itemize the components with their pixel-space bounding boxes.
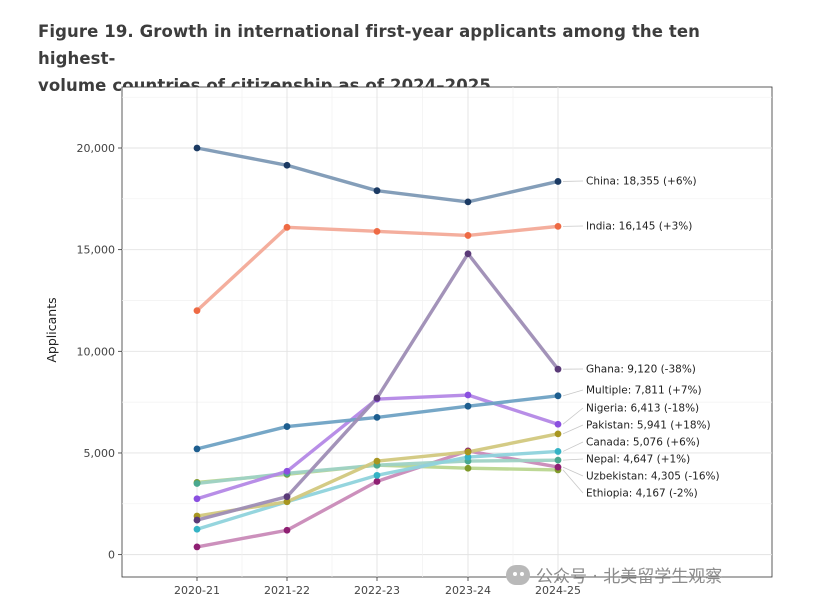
- y-tick-label: 10,000: [77, 345, 116, 358]
- series-label-china: China: 18,355 (+6%): [586, 176, 697, 188]
- series-label-multiple: Multiple: 7,811 (+7%): [586, 385, 702, 397]
- series-label-pakistan: Pakistan: 5,941 (+18%): [586, 420, 711, 432]
- data-point-india: [464, 232, 472, 239]
- x-tick-label: 2023-24: [445, 584, 491, 597]
- series-label-nepal: Nepal: 4,647 (+1%): [586, 454, 690, 466]
- y-axis-label: Applicants: [44, 297, 59, 362]
- data-point-multiple: [554, 392, 562, 400]
- data-point-china: [373, 187, 381, 195]
- data-point-ghana: [193, 516, 201, 524]
- data-point-canada: [193, 525, 201, 533]
- data-point-ethiopia: [464, 464, 472, 472]
- data-point-china: [283, 161, 291, 169]
- data-point-india: [283, 223, 291, 231]
- data-point-nigeria: [554, 420, 562, 428]
- label-leader-line: [562, 469, 584, 494]
- watermark: 公众号 · 北美留学生观察: [506, 562, 722, 587]
- data-point-nigeria: [193, 495, 201, 503]
- data-point-multiple: [464, 402, 472, 410]
- series-label-india: India: 16,145 (+3%): [586, 221, 692, 233]
- data-point-pakistan: [554, 430, 562, 438]
- chart-title-line-1: Figure 19. Growth in international first…: [38, 22, 701, 68]
- series-label-nigeria: Nigeria: 6,413 (-18%): [586, 403, 699, 415]
- y-tick-label: 0: [108, 549, 115, 562]
- data-point-ghana: [554, 365, 562, 373]
- data-point-uzbekistan: [554, 463, 562, 471]
- data-point-canada: [464, 453, 472, 461]
- wechat-icon: [506, 564, 530, 585]
- series-label-ethiopia: Ethiopia: 4,167 (-2%): [586, 488, 698, 500]
- data-point-china: [464, 198, 472, 206]
- data-point-ghana: [464, 250, 472, 258]
- data-point-nepal: [193, 480, 201, 487]
- y-tick-label: 5,000: [84, 447, 116, 460]
- data-point-nigeria: [283, 467, 291, 475]
- data-point-nigeria: [464, 391, 472, 399]
- series-label-ghana: Ghana: 9,120 (-38%): [586, 364, 696, 376]
- data-point-multiple: [373, 413, 381, 421]
- label-leader-line: [562, 466, 584, 477]
- data-point-multiple: [283, 423, 291, 430]
- series-label-uzbekistan: Uzbekistan: 4,305 (-16%): [586, 471, 720, 483]
- data-point-china: [554, 178, 562, 185]
- series-label-canada: Canada: 5,076 (+6%): [586, 437, 700, 449]
- x-tick-label: 2024-25: [535, 584, 581, 597]
- data-point-canada: [373, 471, 381, 479]
- label-leader-line: [562, 441, 584, 452]
- x-tick-label: 2022-23: [354, 584, 400, 597]
- label-leader-line: [562, 407, 584, 425]
- data-point-pakistan: [373, 457, 381, 465]
- data-point-china: [193, 144, 201, 152]
- y-tick-label: 15,000: [77, 244, 116, 257]
- data-point-multiple: [193, 445, 201, 453]
- data-point-india: [373, 227, 381, 235]
- plot-area: [121, 86, 773, 578]
- data-point-uzbekistan: [373, 478, 381, 485]
- data-point-nepal: [554, 456, 562, 464]
- data-point-pakistan: [283, 498, 291, 506]
- data-point-ghana: [283, 493, 291, 501]
- data-point-uzbekistan: [283, 526, 291, 534]
- data-point-canada: [554, 448, 562, 455]
- data-point-india: [193, 307, 201, 315]
- data-point-uzbekistan: [193, 543, 201, 551]
- label-leader-line: [562, 424, 584, 435]
- data-point-ghana: [373, 394, 381, 402]
- label-leader-line: [562, 389, 584, 397]
- data-point-pakistan: [464, 448, 472, 456]
- x-tick-label: 2020-21: [174, 584, 220, 597]
- data-point-india: [554, 222, 562, 230]
- x-tick-label: 2021-22: [264, 584, 310, 597]
- label-leader-line: [562, 458, 584, 461]
- y-tick-label: 20,000: [77, 142, 116, 155]
- watermark-text: 公众号 · 北美留学生观察: [536, 567, 723, 587]
